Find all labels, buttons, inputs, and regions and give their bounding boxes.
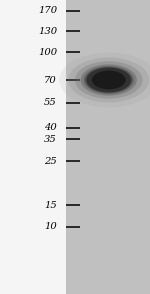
Text: 25: 25 <box>44 157 57 166</box>
Bar <box>0 0 66 294</box>
Text: 170: 170 <box>38 6 57 15</box>
Text: 100: 100 <box>38 48 57 57</box>
Text: 55: 55 <box>44 98 57 107</box>
Text: 10: 10 <box>44 223 57 231</box>
Text: 70: 70 <box>44 76 57 85</box>
Ellipse shape <box>84 66 134 94</box>
Text: 15: 15 <box>44 201 57 210</box>
Ellipse shape <box>86 68 131 93</box>
Ellipse shape <box>81 64 137 96</box>
Text: 130: 130 <box>38 27 57 36</box>
Text: 35: 35 <box>44 135 57 144</box>
Bar <box>66 0 150 294</box>
Text: 40: 40 <box>44 123 57 132</box>
Ellipse shape <box>59 53 150 108</box>
Ellipse shape <box>75 61 142 99</box>
Ellipse shape <box>68 58 149 103</box>
Ellipse shape <box>92 71 126 89</box>
